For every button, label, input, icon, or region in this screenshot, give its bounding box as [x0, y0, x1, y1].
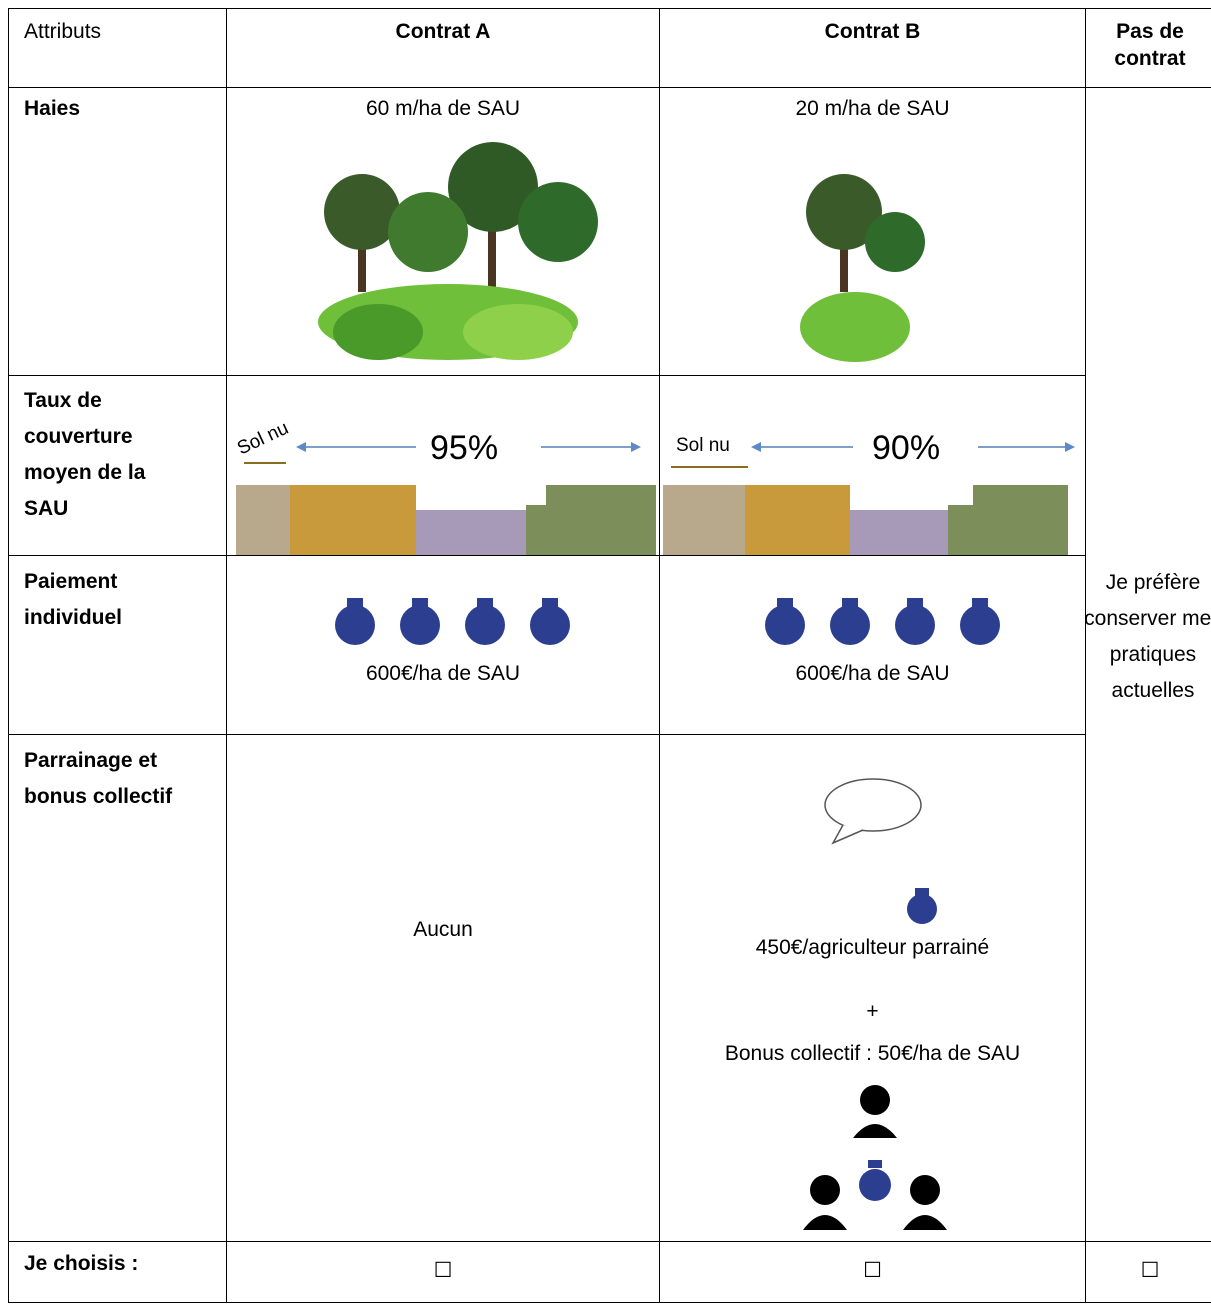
- header: Contrat A: [395, 20, 491, 43]
- bare-soil-label: Sol nu: [676, 435, 730, 456]
- cell: [659, 555, 1086, 735]
- row-label: Parrainage et bonus collectif: [24, 749, 173, 808]
- cell-text: +: [866, 1000, 879, 1023]
- header: Contrat B: [824, 20, 921, 43]
- hedge-image: [318, 142, 598, 360]
- checkbox[interactable]: ☐: [1140, 1259, 1160, 1282]
- cell-text: 450€/agriculteur parrainé: [755, 936, 990, 959]
- cell: [226, 734, 660, 1242]
- money-bags: [335, 598, 570, 645]
- row-label: Paiement individuel: [24, 570, 123, 629]
- cover-image: [663, 405, 1075, 555]
- no-contract-text: Je préfère conserver mes pratiques actue…: [1084, 571, 1211, 702]
- header: Pas de contrat: [1114, 20, 1186, 70]
- money-bag: [907, 888, 937, 924]
- cell-text: 20 m/ha de SAU: [795, 97, 950, 120]
- cell: [659, 1241, 1086, 1303]
- people-icon: [803, 1085, 947, 1230]
- cover-rate: 95%: [430, 429, 499, 467]
- cell-text: 600€/ha de SAU: [795, 662, 950, 685]
- row-label: Haies: [24, 97, 81, 120]
- cell: [8, 87, 227, 376]
- cell-text: 60 m/ha de SAU: [365, 97, 521, 120]
- row-label: Taux de couverture moyen de la SAU: [24, 389, 146, 520]
- cover-image: [236, 405, 656, 555]
- checkbox[interactable]: ☐: [863, 1259, 882, 1282]
- speech-bubble: [824, 778, 922, 845]
- checkbox[interactable]: ☐: [433, 1259, 453, 1282]
- cell-text: Aucun: [413, 918, 473, 941]
- money-bags: [765, 598, 1000, 645]
- cover-rate: 90%: [872, 429, 941, 467]
- row-label: Je choisis :: [24, 1252, 139, 1275]
- hedge-image: [800, 174, 925, 362]
- cell-text: 600€/ha de SAU: [365, 662, 521, 685]
- header: Attributs: [24, 20, 102, 43]
- cell-text: Bonus collectif : 50€/ha de SAU: [724, 1042, 1021, 1065]
- cell: [226, 555, 660, 735]
